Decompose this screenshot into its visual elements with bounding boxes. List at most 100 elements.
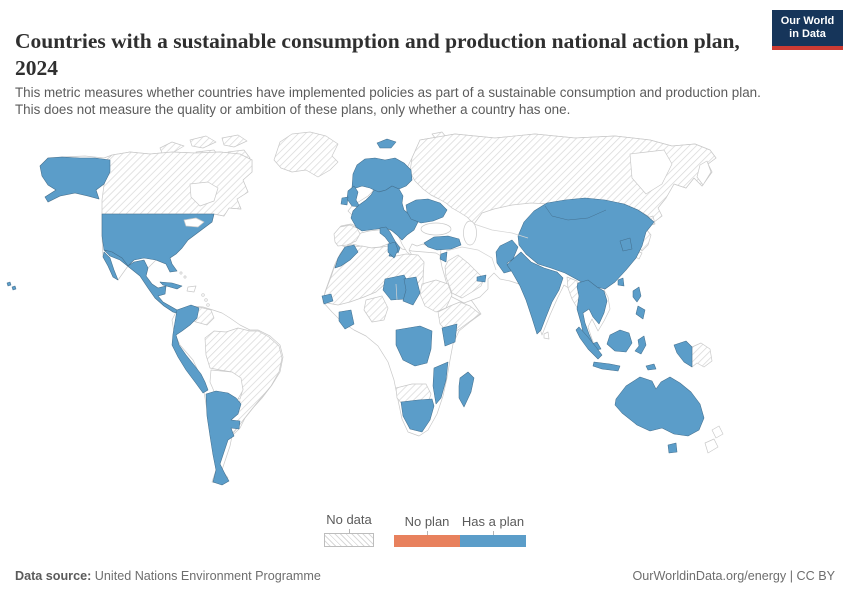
legend-no-data: No data — [324, 512, 374, 547]
hawaii[interactable] — [6, 281, 12, 287]
kamchatka — [696, 160, 712, 186]
country-chad[interactable] — [402, 276, 421, 306]
black-sea — [420, 222, 452, 236]
page-title: Countries with a sustainable consumption… — [15, 29, 740, 81]
legend-no-plan-swatch[interactable] — [394, 535, 460, 547]
country-spain-portugal[interactable] — [333, 224, 361, 247]
legend-no-data-label: No data — [326, 512, 372, 527]
country-mozambique[interactable] — [432, 361, 449, 405]
caribbean-island — [206, 303, 210, 307]
data-source-label: Data source: — [15, 569, 92, 583]
country-australia[interactable] — [614, 376, 705, 437]
owid-logo[interactable]: Our World in Data — [772, 10, 843, 50]
central-asia-borders — [473, 223, 529, 239]
country-colombia-ecuador-peru[interactable] — [171, 304, 209, 394]
timor[interactable] — [645, 363, 657, 371]
hispaniola[interactable] — [186, 285, 197, 293]
country-turkey[interactable] — [423, 235, 462, 251]
owid-link[interactable]: OurWorldinData.org/energy | CC BY — [632, 569, 835, 583]
country-ireland[interactable] — [340, 196, 349, 206]
country-papua-new-guinea[interactable] — [691, 342, 713, 368]
country-new-zealand[interactable] — [704, 438, 719, 454]
caspian-sea — [463, 220, 477, 246]
country-south-africa[interactable] — [400, 398, 435, 433]
country-taiwan[interactable] — [617, 277, 625, 287]
country-chile-argentina[interactable] — [205, 390, 242, 486]
country-philippines[interactable] — [632, 286, 642, 303]
caribbean-island — [179, 271, 183, 275]
country-iceland[interactable] — [376, 138, 397, 149]
country-tunisia[interactable] — [387, 241, 399, 259]
country-alaska-usa[interactable] — [39, 156, 111, 203]
country-united-kingdom[interactable] — [346, 185, 361, 208]
country-morocco[interactable] — [334, 244, 359, 269]
country-ukraine[interactable] — [405, 198, 448, 224]
legend-no-plan-label: No plan — [404, 514, 450, 529]
sumatra[interactable] — [575, 326, 603, 360]
central-europe[interactable] — [350, 185, 419, 241]
country-greenland[interactable] — [273, 131, 339, 178]
country-nigeria[interactable] — [363, 295, 389, 323]
country-kenya[interactable] — [441, 323, 458, 347]
country-mexico-central-america[interactable] — [103, 249, 181, 315]
legend-has-plan: Has a plan — [460, 514, 526, 547]
country-india[interactable] — [506, 251, 564, 335]
ne-siberia — [629, 149, 673, 195]
map-legend: No data No plan Has a plan — [0, 512, 850, 547]
country-jordan[interactable] — [439, 251, 448, 263]
caribbean-island — [204, 298, 208, 302]
country-madagascar[interactable] — [458, 371, 475, 408]
data-source: Data source: United Nations Environment … — [15, 569, 321, 583]
sulawesi[interactable] — [634, 335, 647, 355]
legend-no-plan: No plan — [394, 514, 460, 547]
chart-subtitle: This metric measures whether countries h… — [15, 85, 761, 117]
legend-tick — [492, 531, 494, 535]
west-new-guinea[interactable] — [673, 340, 693, 368]
chart-footer: Data source: United Nations Environment … — [15, 569, 835, 583]
country-new-zealand[interactable] — [711, 425, 724, 439]
legend-has-plan-label: Has a plan — [461, 514, 525, 529]
hudson-bay — [189, 181, 219, 207]
borneo[interactable] — [606, 329, 633, 353]
baja-california[interactable] — [102, 251, 119, 281]
arctic-island[interactable] — [221, 134, 248, 148]
country-uae[interactable] — [476, 274, 487, 283]
java[interactable] — [592, 361, 621, 372]
hawaii[interactable] — [11, 285, 17, 291]
country-sri-lanka[interactable] — [543, 331, 550, 340]
owid-logo-line1: Our World — [780, 15, 835, 27]
data-source-value: United Nations Environment Programme — [91, 569, 321, 583]
arctic-island[interactable] — [159, 141, 185, 154]
africa-inner-border — [395, 283, 398, 301]
has-plan-countries — [6, 138, 705, 486]
country-senegal[interactable] — [321, 293, 334, 305]
legend-has-plan-swatch[interactable] — [460, 535, 526, 547]
legend-bar: No plan Has a plan — [394, 514, 526, 547]
tasmania[interactable] — [667, 442, 678, 454]
map-details — [183, 205, 607, 301]
country-saudi-arabia[interactable] — [444, 254, 485, 299]
country-dr-congo[interactable] — [395, 325, 433, 367]
country-cuba[interactable] — [159, 281, 183, 290]
egypt-border — [422, 261, 425, 285]
world-map — [0, 130, 850, 510]
legend-tick — [348, 529, 350, 533]
legend-no-data-swatch[interactable] — [324, 533, 374, 547]
arctic-island[interactable] — [189, 135, 217, 149]
caribbean-island — [183, 275, 187, 279]
country-china-mongolia[interactable] — [517, 197, 655, 290]
great-lakes — [183, 217, 205, 228]
indochina[interactable] — [576, 279, 608, 350]
owid-logo-line2: in Data — [789, 28, 826, 40]
country-south-korea[interactable] — [619, 237, 633, 252]
country-cote-divoire[interactable] — [338, 309, 355, 330]
country-canada[interactable] — [101, 151, 253, 217]
iran-borders — [445, 246, 497, 271]
country-scandinavia[interactable] — [351, 157, 413, 193]
mongolia-china-border — [544, 205, 607, 221]
country-philippines[interactable] — [635, 305, 646, 320]
legend-tick — [426, 531, 428, 535]
world-map-svg — [6, 131, 724, 486]
caribbean-island — [201, 293, 205, 297]
